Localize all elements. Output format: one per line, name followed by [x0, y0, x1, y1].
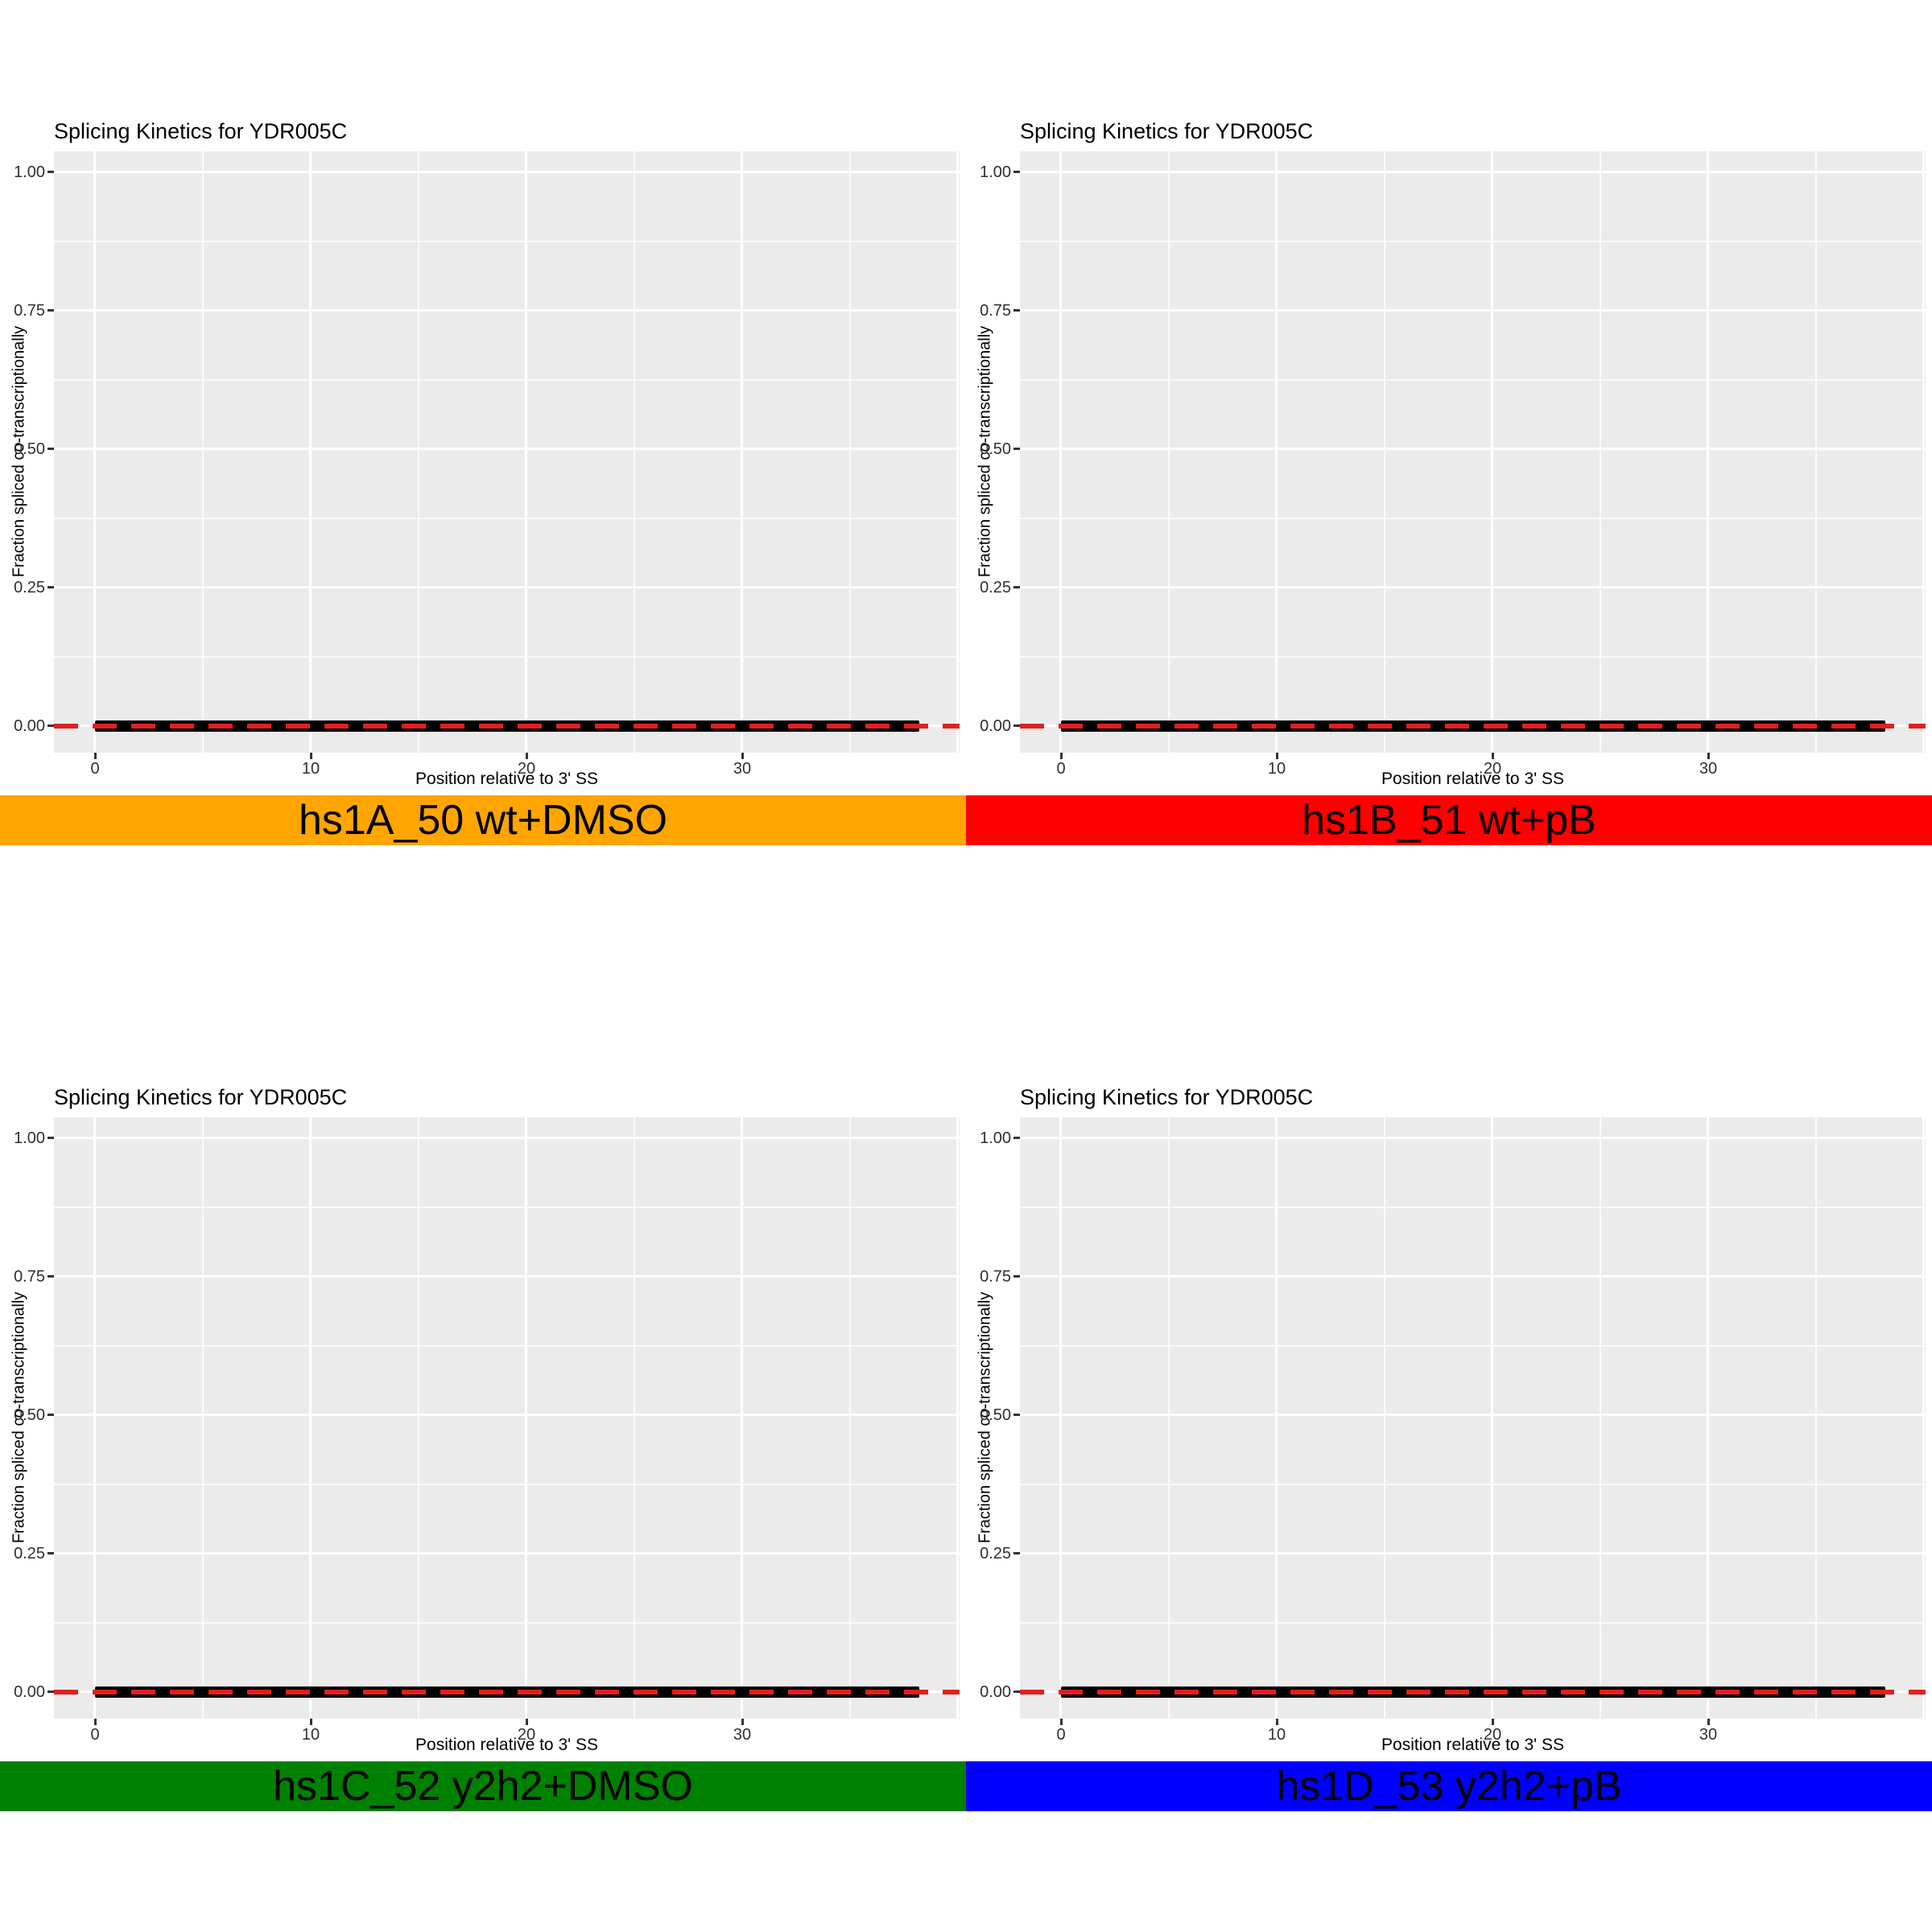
x-axis-tick	[1707, 1719, 1710, 1725]
y-axis-tick	[1013, 1275, 1020, 1278]
x-tick-label: 30	[1699, 760, 1718, 778]
y-tick-label: 0.00	[14, 1683, 45, 1701]
y-tick-label: 0.75	[14, 302, 45, 320]
zero-reference-dashed-line	[54, 1690, 960, 1695]
y-tick-label: 0.75	[980, 1268, 1011, 1286]
x-tick-label: 10	[1267, 1726, 1286, 1744]
x-axis-tick	[94, 1719, 97, 1725]
x-tick-label: 0	[90, 1726, 100, 1744]
plot-area	[54, 151, 960, 753]
x-tick-label: 0	[90, 760, 100, 778]
y-tick-label: 0.00	[980, 717, 1011, 735]
x-tick-label: 30	[1699, 1726, 1718, 1744]
y-tick-label: 0.50	[980, 440, 1011, 458]
y-tick-label: 0.00	[980, 1683, 1011, 1701]
y-tick-label: 1.00	[980, 1129, 1011, 1147]
sample-banner: hs1D_53 y2h2+pB	[966, 1761, 1932, 1811]
y-tick-label: 0.50	[14, 1406, 45, 1424]
plot-area	[54, 1117, 960, 1719]
plot-area	[1020, 1117, 1926, 1719]
y-axis-tick	[1013, 1552, 1020, 1554]
x-tick-label: 10	[301, 1726, 320, 1744]
x-axis-title: Position relative to 3' SS	[415, 770, 598, 788]
y-axis-tick	[1013, 1414, 1020, 1416]
x-axis-tick	[1060, 1719, 1063, 1725]
y-tick-label: 1.00	[980, 163, 1011, 181]
x-tick-label: 20	[517, 760, 536, 778]
x-axis-tick	[1707, 753, 1710, 759]
y-axis-tick	[1013, 724, 1020, 727]
subplot-wt-pb: Splicing Kinetics for YDR005C Fraction s…	[966, 0, 1932, 966]
x-axis-tick	[1276, 1719, 1278, 1725]
x-axis-tick	[526, 753, 528, 759]
plot-title: Splicing Kinetics for YDR005C	[54, 1085, 348, 1109]
y-axis-tick	[1013, 1137, 1020, 1139]
x-tick-label: 0	[1056, 1726, 1066, 1744]
subplot-y2h2-dmso: Splicing Kinetics for YDR005C Fraction s…	[0, 966, 966, 1932]
sample-banner: hs1C_52 y2h2+DMSO	[0, 1761, 966, 1811]
y-axis-tick	[47, 724, 54, 727]
y-tick-label: 0.75	[14, 1268, 45, 1286]
plot-title: Splicing Kinetics for YDR005C	[54, 119, 348, 143]
x-axis-tick	[1060, 753, 1063, 759]
y-axis-tick	[47, 1552, 54, 1554]
y-axis-tick	[1013, 309, 1020, 312]
x-tick-label: 10	[1267, 760, 1286, 778]
y-axis-tick	[47, 171, 54, 173]
y-axis-tick	[47, 586, 54, 588]
x-tick-label: 30	[733, 1726, 752, 1744]
x-tick-label: 20	[1483, 760, 1502, 778]
y-tick-label: 0.50	[980, 1406, 1011, 1424]
y-axis-tick	[47, 1414, 54, 1416]
y-axis-tick	[47, 1275, 54, 1278]
zero-reference-dashed-line	[54, 724, 960, 729]
y-tick-label: 0.25	[14, 1545, 45, 1563]
x-tick-label: 0	[1056, 760, 1066, 778]
y-axis-tick	[1013, 586, 1020, 588]
y-axis-tick	[47, 1690, 54, 1693]
x-tick-label: 20	[517, 1726, 536, 1744]
y-axis-tick	[1013, 448, 1020, 450]
x-axis-tick	[741, 753, 744, 759]
zero-reference-dashed-line	[1020, 1690, 1926, 1695]
subplot-y2h2-pb: Splicing Kinetics for YDR005C Fraction s…	[966, 966, 1932, 1932]
y-axis-tick	[1013, 171, 1020, 173]
y-axis-tick	[1013, 1690, 1020, 1693]
subplot-wt-dmso: Splicing Kinetics for YDR005C Fraction s…	[0, 0, 966, 966]
y-tick-label: 1.00	[14, 1129, 45, 1147]
x-tick-label: 30	[733, 760, 752, 778]
x-axis-title: Position relative to 3' SS	[1381, 1736, 1564, 1754]
y-axis-tick	[47, 309, 54, 312]
x-axis-tick	[1492, 753, 1494, 759]
x-axis-tick	[1276, 753, 1278, 759]
x-axis-title: Position relative to 3' SS	[415, 1736, 598, 1754]
y-axis-tick	[47, 448, 54, 450]
plot-area	[1020, 151, 1926, 753]
y-tick-label: 1.00	[14, 163, 45, 181]
sample-banner: hs1B_51 wt+pB	[966, 795, 1932, 845]
x-axis-tick	[1492, 1719, 1494, 1725]
plot-title: Splicing Kinetics for YDR005C	[1020, 119, 1314, 143]
plot-title: Splicing Kinetics for YDR005C	[1020, 1085, 1314, 1109]
zero-reference-dashed-line	[1020, 724, 1926, 729]
y-tick-label: 0.00	[14, 717, 45, 735]
y-tick-label: 0.50	[14, 440, 45, 458]
y-tick-label: 0.25	[980, 579, 1011, 597]
x-axis-tick	[310, 753, 312, 759]
x-axis-tick	[310, 1719, 312, 1725]
y-tick-label: 0.75	[980, 302, 1011, 320]
y-tick-label: 0.25	[980, 1545, 1011, 1563]
y-tick-label: 0.25	[14, 579, 45, 597]
x-tick-label: 20	[1483, 1726, 1502, 1744]
x-axis-tick	[741, 1719, 744, 1725]
y-axis-tick	[47, 1137, 54, 1139]
sample-banner: hs1A_50 wt+DMSO	[0, 795, 966, 845]
x-axis-title: Position relative to 3' SS	[1381, 770, 1564, 788]
x-tick-label: 10	[301, 760, 320, 778]
x-axis-tick	[526, 1719, 528, 1725]
x-axis-tick	[94, 753, 97, 759]
